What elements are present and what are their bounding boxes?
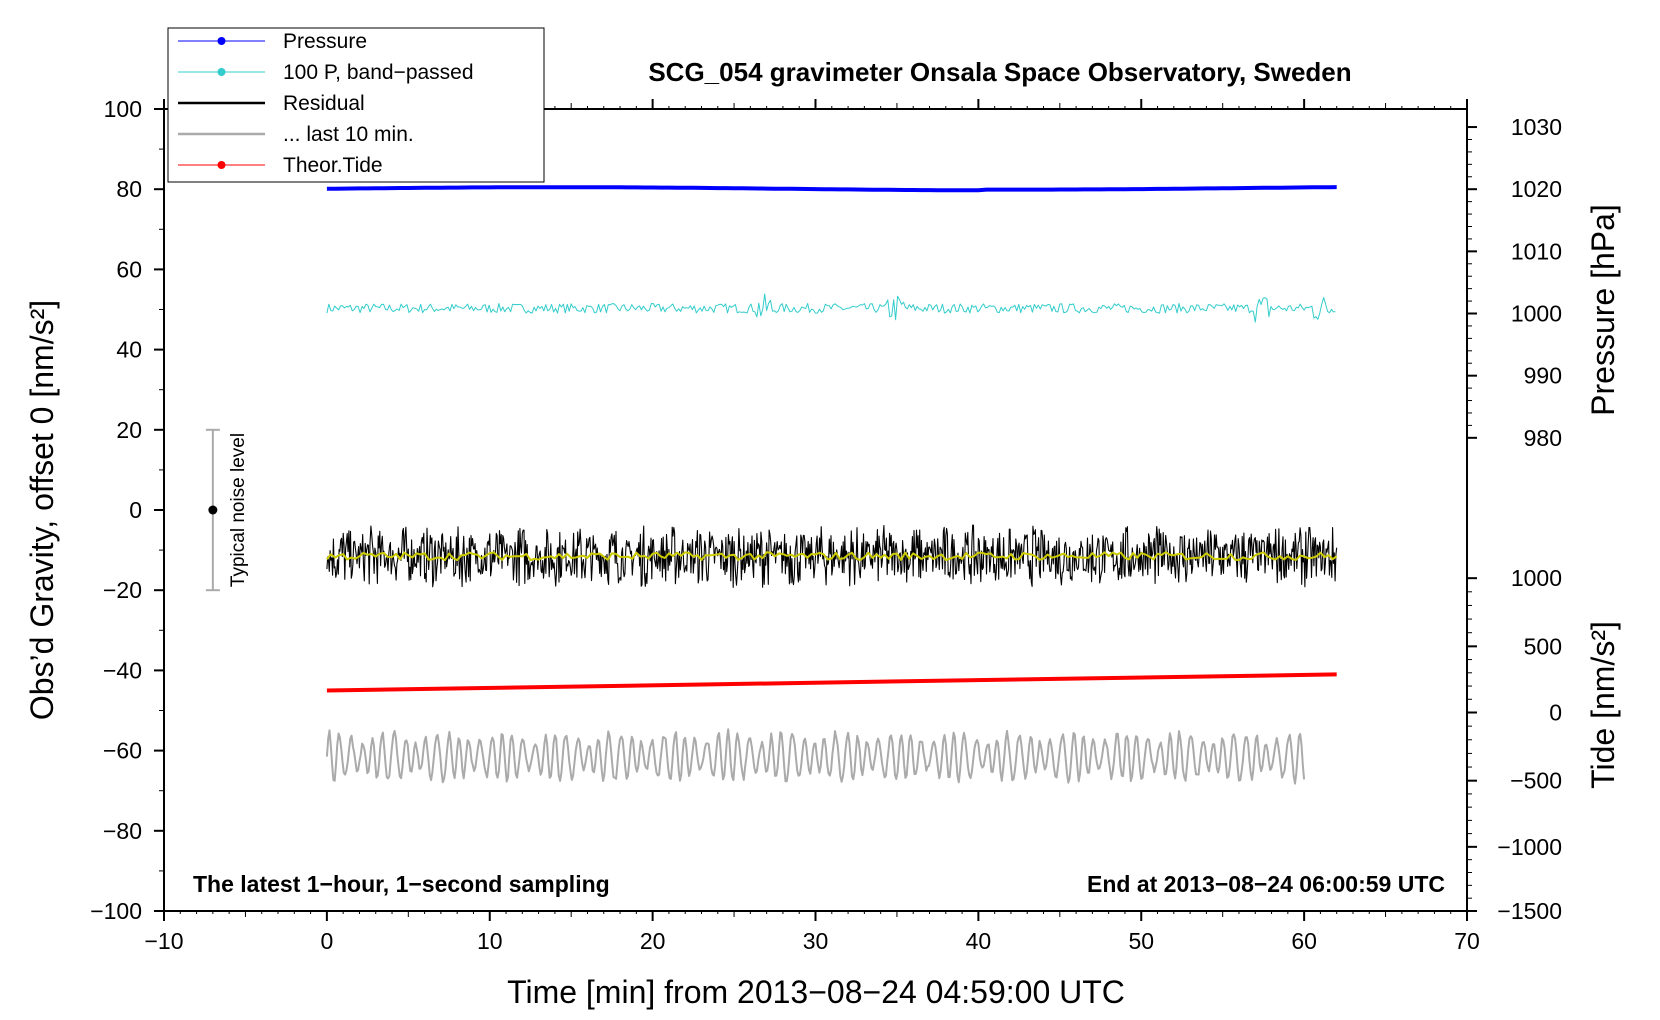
series-layer	[325, 185, 1338, 785]
x-tick-label: 50	[1128, 928, 1154, 954]
y-tick-label: −40	[103, 657, 142, 683]
axis-ticks	[154, 99, 1477, 921]
legend-marker	[217, 68, 226, 76]
tide-tick-label: −1500	[1497, 898, 1562, 924]
tide-tick-label: 500	[1524, 633, 1562, 659]
legend-label: ... last 10 min.	[283, 123, 414, 146]
legend-label: Theor.Tide	[283, 154, 383, 177]
annotation-bottom-left: The latest 1−hour, 1−second sampling	[193, 871, 610, 897]
series-residual-smoothed	[326, 551, 1338, 562]
noise-dot	[208, 505, 218, 515]
y-tick-label: −100	[90, 898, 142, 924]
series-residual	[326, 524, 1338, 588]
y-tick-label: 0	[129, 497, 142, 523]
y-tick-label: −20	[103, 577, 142, 603]
legend-entry: 100 P, band−passed	[178, 61, 474, 84]
x-tick-label: 0	[320, 928, 333, 954]
legend-box	[167, 27, 545, 183]
tide-tick-label: −500	[1510, 768, 1562, 794]
noise-indicator: Typical noise level	[205, 428, 249, 592]
legend-entry: Residual	[178, 92, 365, 115]
legend-entry: Theor.Tide	[178, 154, 383, 177]
x-tick-label: 70	[1454, 928, 1480, 954]
y-tick-label: 60	[116, 256, 142, 282]
tide-tick-label: 0	[1549, 700, 1562, 726]
legend-entry: Pressure	[178, 30, 367, 53]
x-tick-label: 10	[477, 928, 503, 954]
pressure-tick-label: 1030	[1511, 114, 1562, 140]
x-tick-label: 20	[640, 928, 666, 954]
pressure-tick-label: 990	[1524, 363, 1562, 389]
y-tick-label: −80	[103, 818, 142, 844]
pressure-tick-label: 980	[1524, 425, 1562, 451]
series-last-10-min	[325, 728, 1306, 785]
y-tick-label: 40	[116, 337, 142, 363]
x-tick-labels: −10 0 10 20 30 40 50 60 70	[144, 928, 1479, 954]
legend-entry: ... last 10 min.	[178, 123, 414, 146]
x-tick-label: 60	[1291, 928, 1317, 954]
legend: Pressure 100 P, band−passed Residual ... la…	[167, 27, 545, 183]
x-tick-label: −10	[144, 928, 183, 954]
x-tick-label: 30	[803, 928, 829, 954]
y-tick-label: 20	[116, 417, 142, 443]
tide-axis-label: Tide [nm/s²]	[1585, 621, 1621, 789]
legend-marker	[217, 161, 226, 169]
x-axis-label: Time [min] from 2013−08−24 04:59:00 UTC	[507, 974, 1125, 1010]
legend-label: Residual	[283, 92, 365, 115]
plot-frame	[163, 108, 1468, 912]
legend-label: Pressure	[283, 30, 367, 53]
pressure-tick-label: 1020	[1511, 176, 1562, 202]
pressure-tick-label: 1010	[1511, 238, 1562, 264]
y-tick-label: −60	[103, 738, 142, 764]
right-tick-labels: 1030 1020 1010 1000 990 980 1000 500 0 −500 −1000 −…	[1497, 114, 1562, 924]
tide-tick-label: 1000	[1511, 565, 1562, 591]
y-axis-label: Obs’d Gravity, offset 0 [nm/s²]	[24, 300, 60, 720]
legend-label: 100 P, band−passed	[283, 61, 474, 84]
pressure-tick-label: 1000	[1511, 301, 1562, 327]
x-tick-label: 40	[966, 928, 992, 954]
tide-tick-label: −1000	[1497, 834, 1562, 860]
legend-marker	[217, 37, 226, 45]
y-tick-label: 80	[116, 176, 142, 202]
series-100-p-band-passed	[326, 293, 1336, 323]
series-theor-tide	[326, 672, 1337, 693]
noise-label: Typical noise level	[228, 433, 249, 587]
series-pressure	[326, 185, 1337, 193]
pressure-axis-label: Pressure [hPa]	[1585, 204, 1621, 416]
y-tick-labels: 100 80 60 40 20 0 −20 −40 −60 −80 −100	[90, 96, 142, 924]
annotation-bottom-right: End at 2013−08−24 06:00:59 UTC	[1087, 871, 1445, 897]
y-tick-label: 100	[104, 96, 142, 122]
chart-title: SCG_054 gravimeter Onsala Space Observat…	[648, 57, 1351, 87]
